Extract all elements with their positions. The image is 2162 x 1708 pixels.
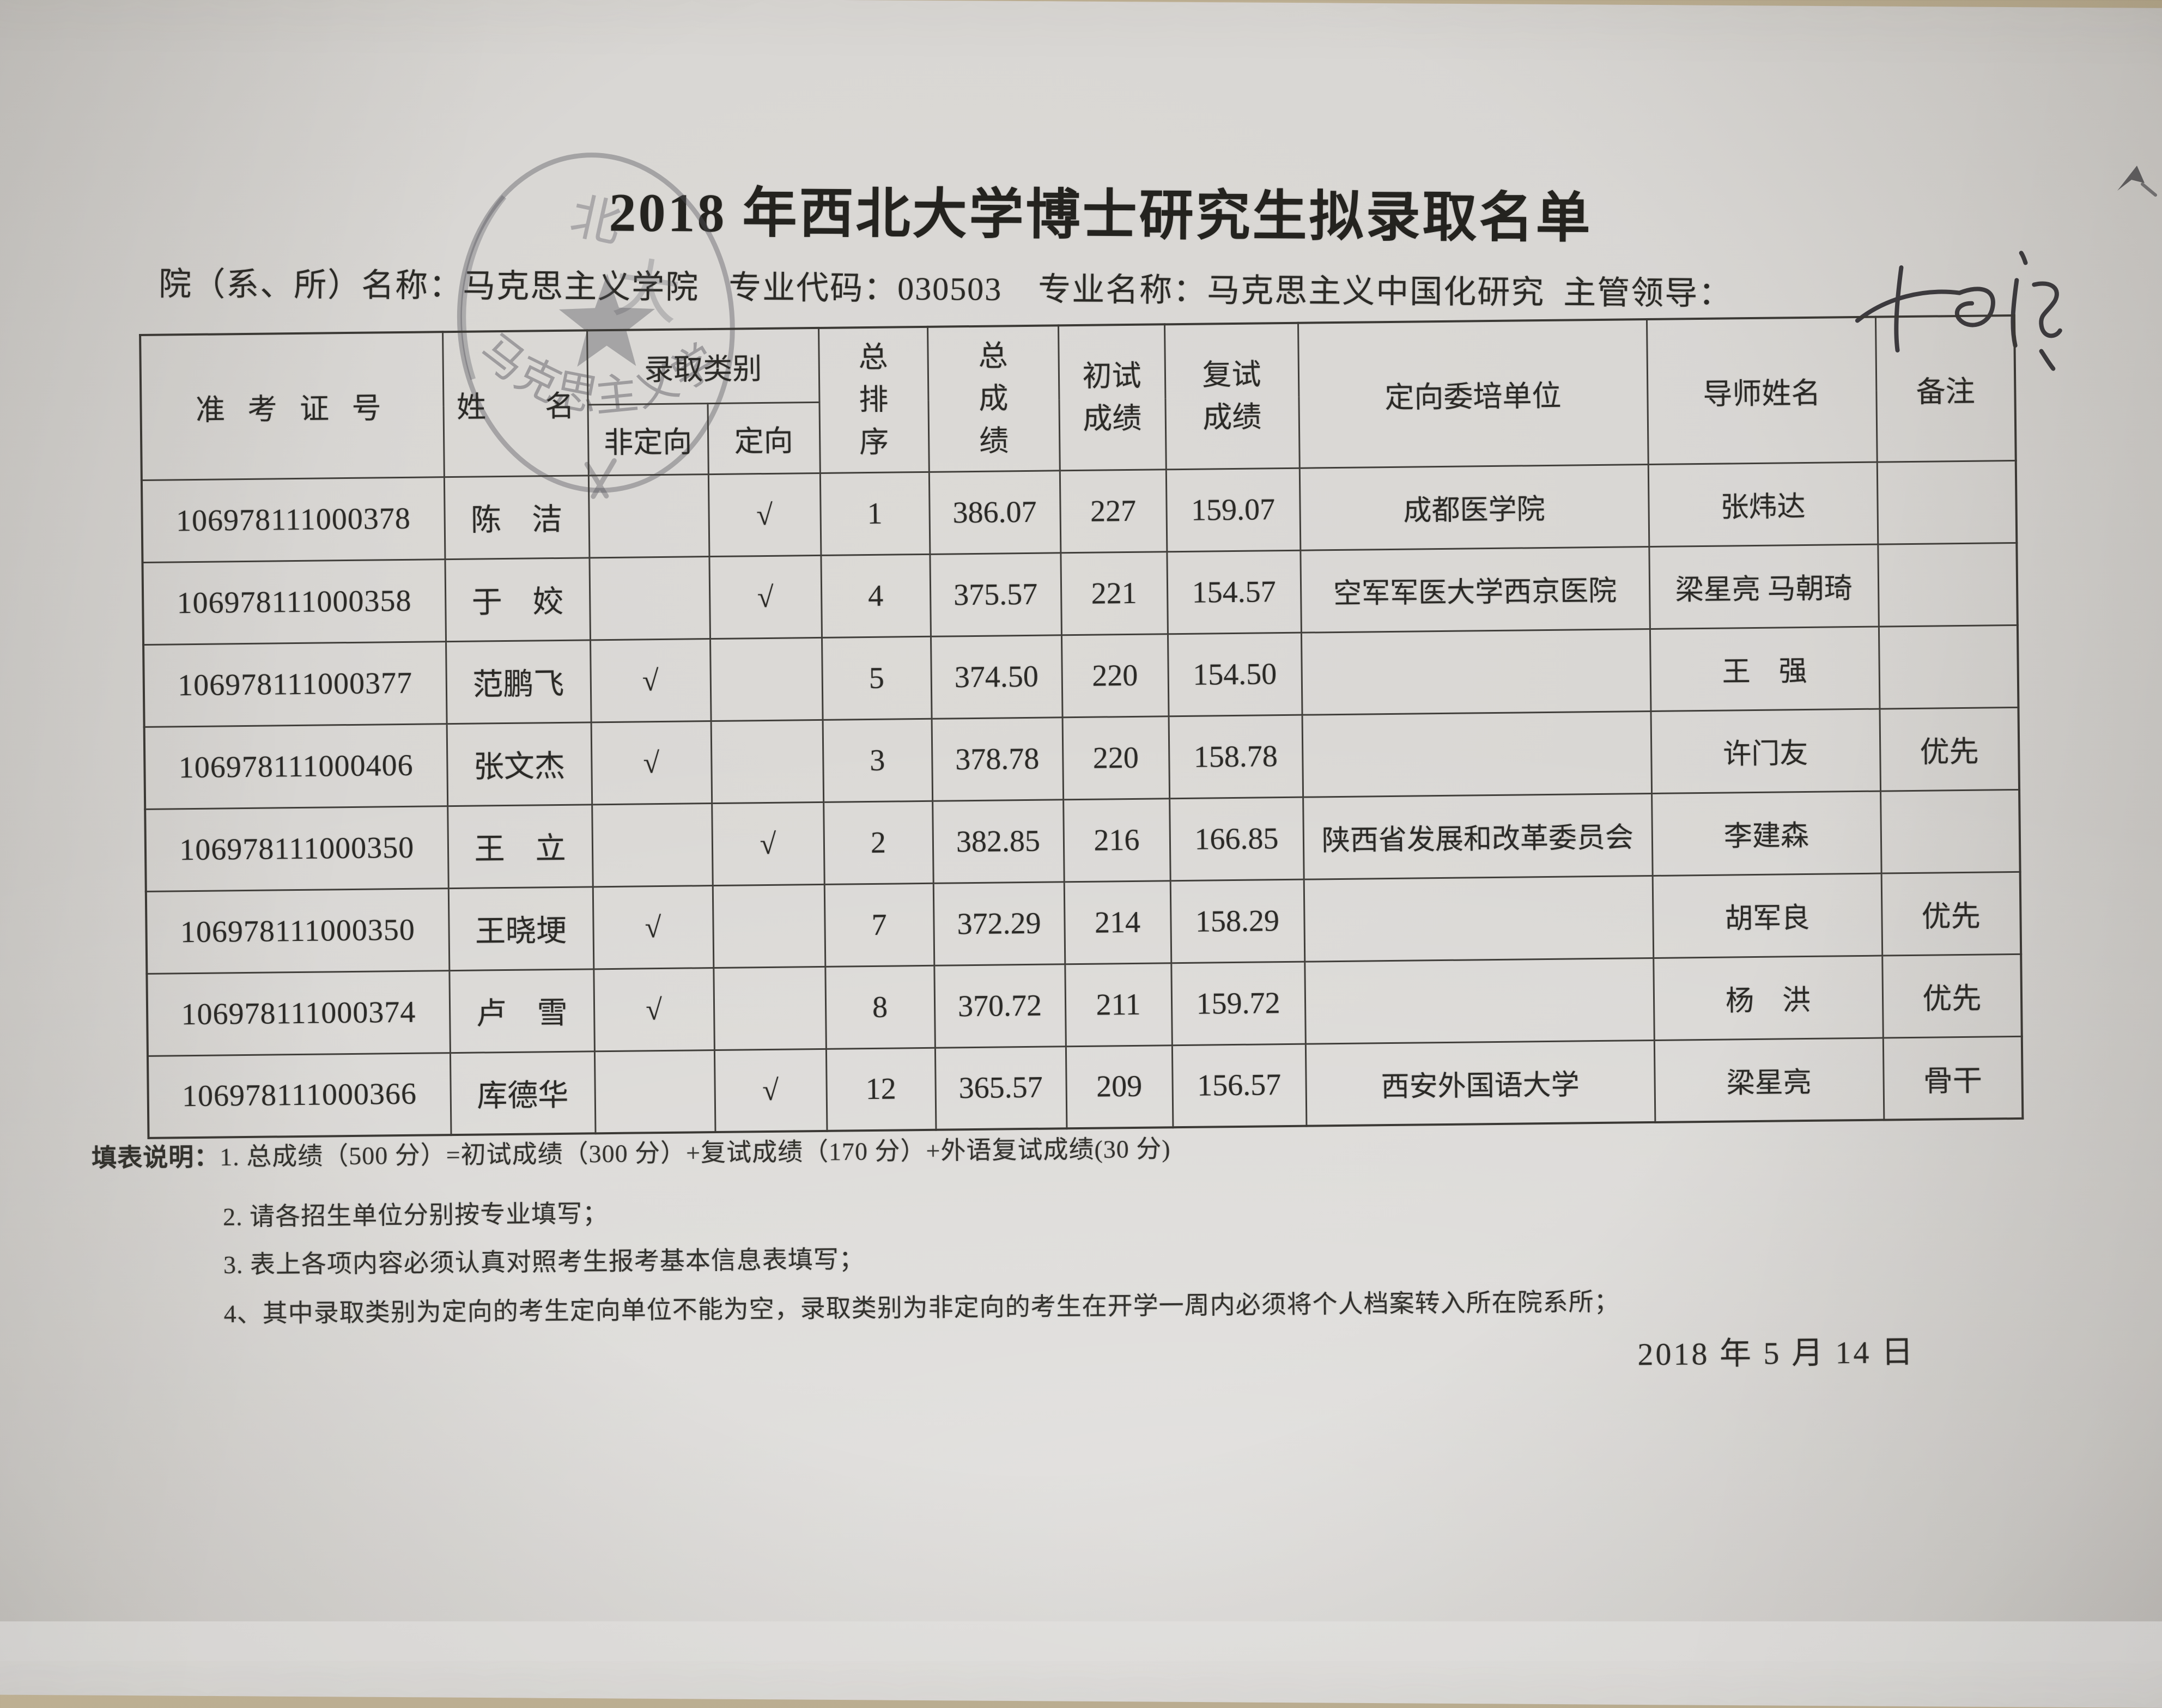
footnotes: 填表说明：1. 总成绩（500 分）=初试成绩（300 分）+复试成绩（170 … [92,1129,1916,1372]
seal-char-top: 北 [566,188,627,253]
document-date: 2018 年 5 月 14 日 [1637,1334,1916,1372]
leader-signature [1855,251,2062,371]
note-line-1: 填表说明：1. 总成绩（500 分）=初试成绩（300 分）+复试成绩（170 … [92,1129,1171,1174]
seal-star-icon [558,273,655,367]
seal-char-mid: 大 [609,251,685,333]
edge-pen-mark [2117,166,2157,197]
note-line-2: 2. 请各招生单位分别按专业填写； [222,1199,609,1231]
note-1-text: 1. 总成绩（500 分）=初试成绩（300 分）+复试成绩（170 分）+外语… [219,1134,1171,1171]
note-line-4: 4、其中录取类别为定向的考生定向单位不能为空，录取类别为非定向的考生在开学一周内… [223,1287,1620,1328]
college-seal-stamp: 北 大 马克思主义学院 [429,106,735,499]
notes-intro: 填表说明： [91,1143,220,1172]
note-line-3: 3. 表上各项内容必须认真对照考生报考基本信息表填写； [223,1245,865,1279]
